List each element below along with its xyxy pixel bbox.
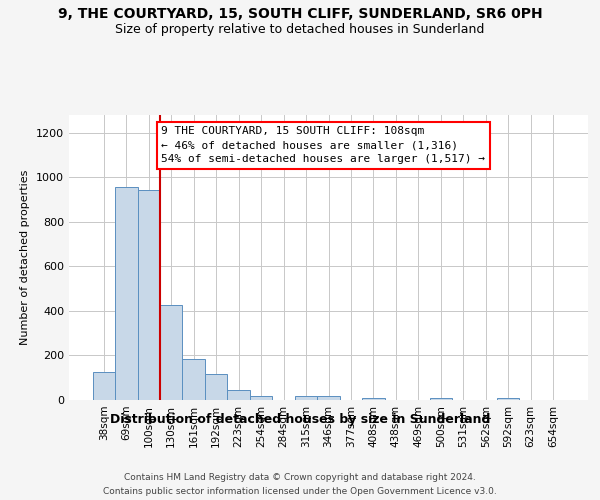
Bar: [160, 306, 182, 400]
Text: Contains public sector information licensed under the Open Government Licence v3: Contains public sector information licen…: [103, 488, 497, 496]
Text: Size of property relative to detached houses in Sunderland: Size of property relative to detached ho…: [115, 22, 485, 36]
Bar: [205, 374, 227, 400]
Bar: [227, 390, 250, 400]
Text: Contains HM Land Registry data © Crown copyright and database right 2024.: Contains HM Land Registry data © Crown c…: [124, 472, 476, 482]
Bar: [182, 359, 205, 400]
Bar: [115, 188, 137, 400]
Y-axis label: Number of detached properties: Number of detached properties: [20, 170, 31, 345]
Bar: [92, 372, 115, 400]
Text: Distribution of detached houses by size in Sunderland: Distribution of detached houses by size …: [110, 412, 490, 426]
Bar: [362, 398, 385, 400]
Bar: [430, 398, 452, 400]
Text: 9 THE COURTYARD, 15 SOUTH CLIFF: 108sqm
← 46% of detached houses are smaller (1,: 9 THE COURTYARD, 15 SOUTH CLIFF: 108sqm …: [161, 126, 485, 164]
Bar: [317, 396, 340, 400]
Bar: [295, 396, 317, 400]
Bar: [497, 398, 520, 400]
Bar: [137, 190, 160, 400]
Bar: [250, 396, 272, 400]
Text: 9, THE COURTYARD, 15, SOUTH CLIFF, SUNDERLAND, SR6 0PH: 9, THE COURTYARD, 15, SOUTH CLIFF, SUNDE…: [58, 8, 542, 22]
